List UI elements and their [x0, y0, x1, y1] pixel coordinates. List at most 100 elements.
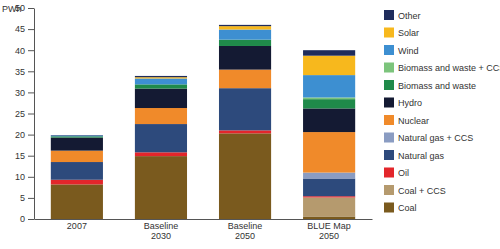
- legend-label: Biomass and waste + CCS: [398, 63, 500, 73]
- bar-segment: [51, 180, 103, 185]
- y-tick-mark: [28, 29, 34, 30]
- bar-segment: [135, 77, 187, 78]
- bar-segment: [51, 136, 103, 137]
- bar-segment: [51, 184, 103, 219]
- y-tick-label: 20: [15, 130, 25, 140]
- legend-item: Nuclear: [384, 115, 429, 126]
- legend-item: Biomass and waste: [384, 80, 476, 91]
- bar-segment: [135, 89, 187, 108]
- y-axis-title: PWh: [2, 4, 22, 14]
- bar-segment: [219, 30, 271, 40]
- bar-segment: [219, 88, 271, 130]
- y-tick: 45: [15, 24, 34, 34]
- bar-segment: [51, 162, 103, 180]
- legend-label: Oil: [398, 168, 409, 178]
- legend-swatch: [384, 203, 394, 213]
- bar-segment: [303, 99, 355, 108]
- plot: 051015202530354045502007Baseline2030Base…: [15, 3, 373, 241]
- bar-segment: [303, 173, 355, 179]
- legend-item: Solar: [384, 28, 419, 39]
- y-tick-label: 40: [15, 46, 25, 56]
- legend-label: Coal + CCS: [398, 186, 446, 196]
- legend-item: Coal + CCS: [384, 185, 446, 196]
- legend-item: Wind: [384, 45, 419, 56]
- bar-segment: [219, 130, 271, 133]
- y-tick: 5: [20, 193, 34, 203]
- y-tick-mark: [28, 92, 34, 93]
- legend-swatch: [384, 150, 394, 160]
- bar-segment: [51, 151, 103, 162]
- legend-swatch: [384, 63, 394, 73]
- legend-item: Hydro: [384, 98, 422, 109]
- bar-segment: [135, 84, 187, 88]
- y-tick-mark: [28, 219, 34, 220]
- y-tick-label: 25: [15, 109, 25, 119]
- legend-item: Natural gas + CCS: [384, 133, 473, 144]
- x-tick-label: BLUE Map2050: [307, 221, 351, 241]
- y-tick-mark: [28, 156, 34, 157]
- y-tick-label: 0: [20, 214, 25, 224]
- x-axis-line: [35, 219, 373, 220]
- bar-segment: [51, 136, 103, 137]
- legend-label: Solar: [398, 28, 419, 38]
- legend-swatch: [384, 45, 394, 55]
- legend-swatch: [384, 80, 394, 90]
- bar-segment: [219, 26, 271, 29]
- legend-swatch: [384, 115, 394, 125]
- bar-segment: [303, 132, 355, 173]
- legend-swatch: [384, 133, 394, 143]
- y-tick: 15: [15, 151, 34, 161]
- x-tick: BLUE Map2050: [307, 221, 351, 241]
- x-tick-label: 2007: [67, 221, 87, 231]
- legend-item: Natural gas: [384, 150, 445, 161]
- y-tick-mark: [28, 135, 34, 136]
- bar-segment: [219, 25, 271, 26]
- bar-segment: [135, 124, 187, 152]
- y-tick: 30: [15, 88, 34, 98]
- legend-label: Natural gas + CCS: [398, 133, 473, 143]
- legend-label: Hydro: [398, 98, 422, 108]
- x-tick-label: Baseline2030: [144, 221, 179, 241]
- y-tick-mark: [28, 71, 34, 72]
- y-tick-mark: [28, 198, 34, 199]
- legend-swatch: [384, 185, 394, 195]
- bars: [51, 25, 355, 219]
- bar-segment: [303, 216, 355, 219]
- y-tick-label: 10: [15, 172, 25, 182]
- y-tick: 35: [15, 67, 34, 77]
- legend-item: Other: [384, 10, 421, 21]
- y-tick: 25: [15, 109, 34, 119]
- bar-segment: [303, 50, 355, 55]
- bar-segment: [219, 46, 271, 70]
- legend-label: Natural gas: [398, 151, 445, 161]
- bar-segment: [135, 152, 187, 156]
- y-tick: 0: [20, 214, 34, 224]
- x-tick-label: Baseline2050: [228, 221, 263, 241]
- legend-item: Coal: [384, 203, 417, 214]
- bar-segment: [135, 108, 187, 124]
- bar-segment: [303, 97, 355, 99]
- legend: Other Solar Wind Biomass and waste + CCS Bio…: [384, 10, 500, 213]
- bar-segment: [51, 138, 103, 151]
- x-tick: 2007: [67, 221, 87, 231]
- y-tick: 20: [15, 130, 34, 140]
- bar-segment: [219, 40, 271, 46]
- legend-swatch: [384, 28, 394, 38]
- bar-segment: [135, 76, 187, 77]
- y-tick-label: 30: [15, 88, 25, 98]
- legend-item: Oil: [384, 168, 409, 179]
- bar-segment: [219, 133, 271, 219]
- bar-segment: [303, 108, 355, 132]
- legend-item: Biomass and waste + CCS: [384, 63, 500, 74]
- x-tick: Baseline2050: [228, 221, 263, 241]
- y-tick-label: 45: [15, 24, 25, 34]
- bar-segment: [135, 156, 187, 219]
- bar-segment: [51, 135, 103, 137]
- y-tick-mark: [28, 50, 34, 51]
- y-tick-mark: [28, 177, 34, 178]
- bar-segment: [303, 56, 355, 75]
- bar-segment: [303, 75, 355, 97]
- x-tick: Baseline2030: [144, 221, 179, 241]
- y-tick: 10: [15, 172, 34, 182]
- bar-segment: [303, 197, 355, 216]
